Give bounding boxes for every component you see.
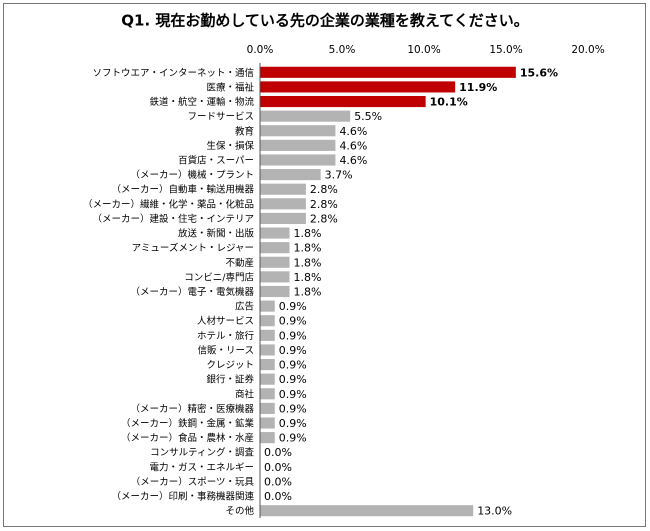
y-tick-label: （メーカー）食品・農林・水産 [121, 432, 254, 444]
value-label: 1.8% [294, 256, 322, 269]
value-label: 1.8% [294, 242, 322, 255]
value-label: 0.9% [279, 300, 307, 313]
value-label: 2.8% [310, 212, 338, 225]
y-tick-label: フードサービス [187, 112, 254, 123]
bar [260, 300, 275, 312]
y-tick-label: 銀行・証券 [206, 374, 254, 386]
value-label: 0.9% [279, 432, 307, 445]
bar [260, 242, 290, 254]
value-label: 0.9% [279, 359, 307, 372]
value-label: 0.9% [279, 329, 307, 342]
y-tick-label: 放送・新聞・出版 [178, 228, 255, 240]
y-tick-label: （メーカー）自動車・輸送用機器 [111, 184, 254, 196]
value-label: 2.8% [310, 183, 338, 196]
y-tick-label: （メーカー）機械・プラント [130, 169, 254, 181]
bar [260, 154, 336, 166]
value-label: 13.0% [477, 505, 512, 518]
value-label: 4.6% [339, 154, 367, 167]
bar [260, 125, 336, 137]
y-tick-label: 商社 [235, 388, 255, 400]
bar [260, 81, 456, 93]
value-label: 1.8% [294, 227, 322, 240]
y-tick-label: コンサルティング・調査 [150, 447, 254, 459]
bar [260, 227, 290, 239]
y-tick-label: （メーカー）繊維・化学・薬品・化粧品 [83, 198, 254, 210]
bar [260, 344, 275, 356]
x-tick-label: 20.0% [571, 44, 604, 56]
bar [260, 66, 516, 78]
bar [260, 505, 474, 517]
value-label: 11.9% [459, 81, 497, 94]
value-label: 0.0% [264, 490, 292, 503]
y-tick-label: （メーカー）鉄鋼・金属・鉱業 [121, 418, 255, 430]
chart-title: Q1. 現在お勤めしている先の企業の業種を教えてください。 [121, 12, 528, 30]
bar [260, 388, 275, 400]
bar [260, 169, 321, 181]
x-tick-label: 5.0% [329, 44, 356, 56]
bar [260, 110, 351, 122]
value-label: 4.6% [339, 139, 367, 152]
bar [260, 417, 275, 429]
y-tick-label: アミューズメント・レジャー [132, 242, 254, 254]
y-tick-label: （メーカー）印刷・事務機器関連 [111, 491, 254, 503]
value-label: 0.0% [264, 475, 292, 488]
x-tick-label: 15.0% [489, 44, 522, 56]
value-label: 15.6% [520, 66, 558, 79]
value-label: 4.6% [339, 125, 367, 138]
bar [260, 329, 275, 341]
y-tick-label: 人材サービス [197, 315, 254, 327]
x-tick-label: 0.0% [247, 44, 274, 56]
y-tick-label: （メーカー）建設・住宅・インテリア [92, 213, 254, 225]
bar [260, 139, 336, 151]
y-tick-label: ホテル・旅行 [197, 330, 255, 342]
value-label: 1.8% [294, 286, 322, 299]
bar [260, 432, 275, 444]
y-tick-label: 百貨店・スーパー [178, 154, 254, 166]
value-label: 2.8% [310, 198, 338, 211]
value-label: 10.1% [430, 96, 468, 109]
bar [260, 198, 306, 210]
y-tick-label: 教育 [235, 125, 254, 137]
value-label: 1.8% [294, 271, 322, 284]
y-tick-label: その他 [225, 505, 254, 517]
bar [260, 285, 290, 298]
bar [260, 359, 275, 371]
y-tick-label: クレジット [206, 360, 254, 371]
x-tick-label: 10.0% [407, 44, 440, 56]
value-label: 0.9% [279, 344, 307, 357]
bar [260, 183, 306, 195]
bar [260, 315, 275, 327]
bar [260, 271, 290, 283]
y-tick-label: 生保・損保 [206, 140, 254, 152]
value-label: 0.9% [279, 402, 307, 415]
value-label: 0.9% [279, 373, 307, 386]
y-tick-label: 鉄道・航空・運輸・物流 [149, 96, 254, 108]
value-label: 5.5% [354, 110, 382, 123]
y-tick-label: 医療・福祉 [206, 81, 254, 93]
y-tick-label: ソフトウエア・インターネット・通信 [92, 67, 254, 79]
y-tick-label: （メーカー）精密・医療機器 [130, 403, 254, 415]
y-tick-label: 不動産 [225, 257, 254, 269]
value-label: 0.0% [264, 461, 292, 474]
value-label: 0.9% [279, 417, 307, 430]
y-tick-label: 電力・ガス・エネルギー [149, 461, 254, 473]
y-tick-label: コンビニ/専門店 [184, 271, 254, 283]
bar [260, 402, 275, 414]
bar [260, 373, 275, 385]
bar [260, 95, 426, 108]
value-label: 3.7% [325, 169, 353, 182]
value-label: 0.9% [279, 388, 307, 401]
y-tick-label: 信販・リース [197, 344, 254, 356]
y-tick-label: 広告 [235, 301, 254, 313]
bar [260, 212, 306, 224]
y-tick-label: （メーカー）電子・電気機器 [130, 286, 254, 298]
bar [260, 256, 290, 268]
y-tick-label: （メーカー）スポーツ・玩具 [131, 476, 255, 488]
value-label: 0.0% [264, 446, 292, 459]
value-label: 0.9% [279, 315, 307, 328]
